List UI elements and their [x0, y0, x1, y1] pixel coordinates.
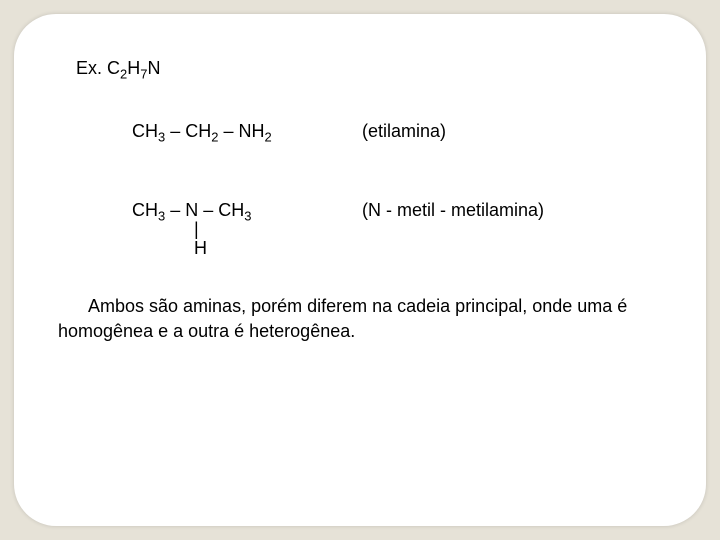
f2-p2: – N – CH: [165, 200, 244, 220]
f1-s3: 2: [264, 130, 271, 145]
slide-content: Ex. C2H7N CH3 – CH2 – NH2 (etilamina) CH…: [0, 0, 720, 540]
heading-tail: N: [147, 58, 160, 78]
f1-p1: CH: [132, 121, 158, 141]
f2-p1: CH: [132, 200, 158, 220]
slide-background: Ex. C2H7N CH3 – CH2 – NH2 (etilamina) CH…: [0, 0, 720, 540]
f2-bond: |: [194, 219, 362, 240]
heading-text: Ex. C: [76, 58, 120, 78]
formula-1-name: (etilamina): [362, 121, 446, 142]
f2-line1: CH3 – N – CH3: [132, 200, 362, 221]
formula-2: CH3 – N – CH3 | H: [132, 200, 362, 258]
formula-2-name: (N - metil - metilamina): [362, 200, 544, 221]
f1-p3: – NH: [218, 121, 264, 141]
f1-p2: – CH: [165, 121, 211, 141]
formula-1: CH3 – CH2 – NH2: [132, 121, 362, 142]
formula-row-2: CH3 – N – CH3 | H (N - metil - metilamin…: [132, 200, 680, 258]
formula-row-1: CH3 – CH2 – NH2 (etilamina): [132, 121, 680, 142]
heading-mid1: H: [127, 58, 140, 78]
example-heading: Ex. C2H7N: [76, 58, 680, 79]
explanation-paragraph: Ambos são aminas, porém diferem na cadei…: [58, 294, 662, 343]
f2-bond-atom: H: [194, 238, 362, 259]
